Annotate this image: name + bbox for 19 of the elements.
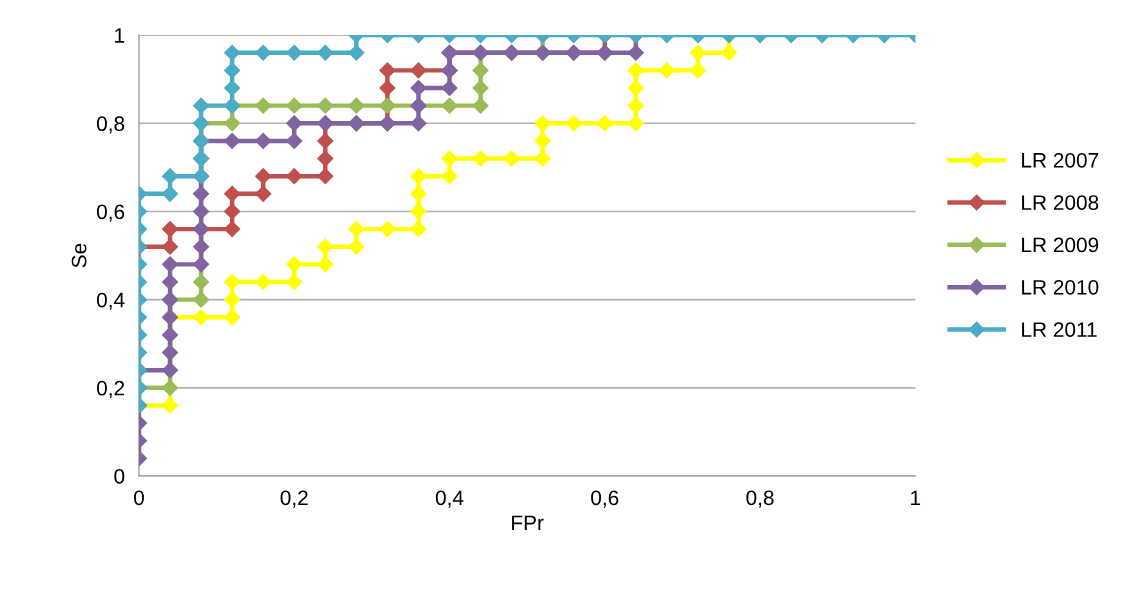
x-tick-label: 1 xyxy=(911,490,921,505)
y-tick-label: 0 xyxy=(114,469,125,484)
legend-label: LR 2010 xyxy=(1022,279,1099,295)
y-tick-label: 0,4 xyxy=(96,292,125,310)
legend-label: LR 2011 xyxy=(1022,322,1097,337)
legend-label: LR 2009 xyxy=(1022,237,1099,253)
y-tick-label: 0,2 xyxy=(96,380,125,399)
x-tick-label: 0 xyxy=(134,490,144,506)
y-tick-label: 1 xyxy=(115,28,125,43)
y-tick-label: 0,6 xyxy=(96,204,125,222)
x-tick-label: 0,6 xyxy=(591,490,619,508)
x-tick-label: 0,2 xyxy=(280,490,308,508)
x-axis-title: FPr xyxy=(512,515,544,530)
legend-label: LR 2008 xyxy=(1022,195,1099,210)
y-axis-title: Se xyxy=(71,243,87,268)
legend-label: LR 2007 xyxy=(1022,152,1099,168)
y-tick-label: 0,8 xyxy=(96,116,125,134)
x-tick-label: 0,8 xyxy=(746,490,774,508)
x-tick-label: 0,4 xyxy=(435,490,464,508)
